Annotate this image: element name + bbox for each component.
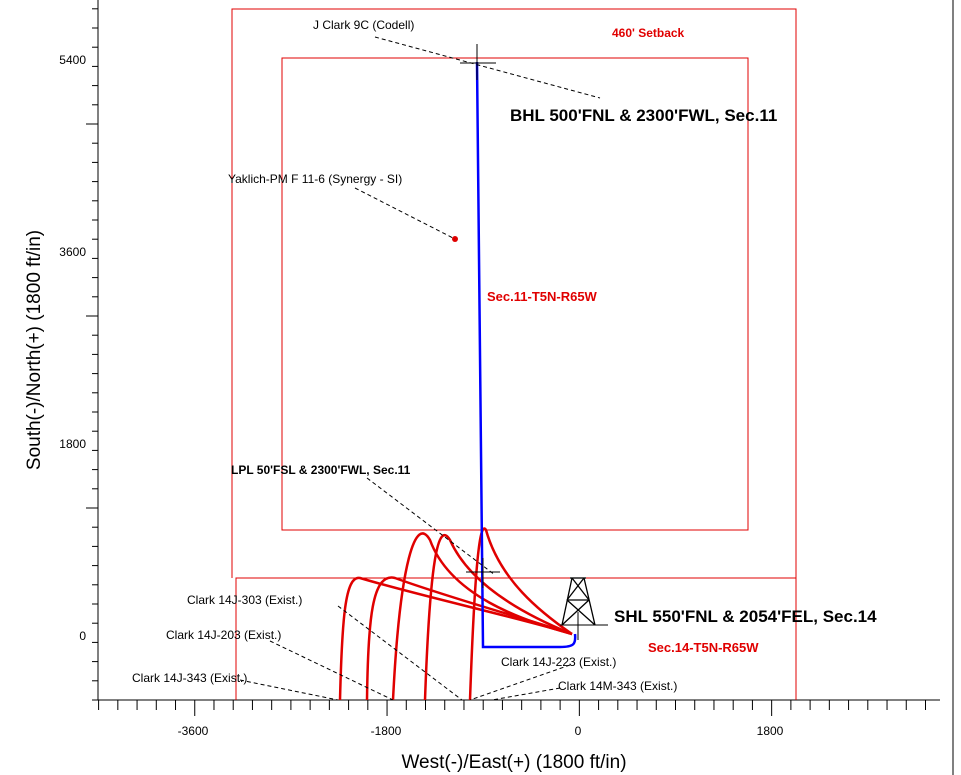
trajectory-clark-14j-343: [391, 532, 573, 701]
x-tick-label-1800: 1800: [757, 724, 784, 738]
x-tick-label-minus-3600: -3600: [178, 724, 209, 738]
clark-14j-223-label: Clark 14J-223 (Exist.): [501, 655, 616, 669]
leader-clark-14j-223: [469, 664, 571, 701]
bhl-crosshair: [460, 44, 496, 80]
y-axis-title: South(-)/North(+) (1800 ft/in): [24, 230, 45, 470]
sec14-section-boundary: [235, 577, 797, 700]
existing-well-trajectories: [338, 527, 573, 701]
label-leader-lines: [239, 36, 601, 701]
leader-clark-14j-343: [239, 679, 339, 701]
lpl-label: LPL 50'FSL & 2300'FWL, Sec.11: [231, 463, 411, 477]
clark-14j-343-label: Clark 14J-343 (Exist.): [132, 671, 247, 685]
axes: [86, 0, 940, 716]
target-well-label: J Clark 9C (Codell): [313, 18, 414, 32]
y-tick-label-1800: 1800: [59, 437, 86, 451]
y-tick-label-5400: 5400: [59, 53, 86, 67]
planned-well-trajectory: [475, 61, 577, 649]
leader-target-well: [374, 36, 601, 99]
x-axis-title: West(-)/East(+) (1800 ft/in): [401, 752, 626, 773]
lpl-crosshair: [466, 558, 500, 588]
x-tick-label-0: 0: [575, 724, 582, 738]
trajectory-clark-14j-303: [338, 576, 573, 701]
shl-crosshair: [560, 612, 608, 640]
leader-clark-14j-303: [337, 605, 463, 701]
y-axis-ticks: [86, 8, 98, 701]
leader-clark-14m-343: [491, 687, 561, 701]
trajectory-clark-14j-223: [423, 534, 573, 701]
setback-boundary-460ft: [281, 57, 749, 531]
sec14-label: Sec.14-T5N-R65W: [648, 640, 759, 655]
leader-clark-14j-203: [269, 640, 394, 701]
y-tick-label-0: 0: [79, 629, 86, 643]
drilling-rig-icon: [561, 577, 596, 626]
y-tick-label-3600: 3600: [59, 245, 86, 259]
bhl-label: BHL 500'FNL & 2300'FWL, Sec.11: [510, 106, 777, 125]
x-tick-label-minus-1800: -1800: [371, 724, 402, 738]
setback-label: 460' Setback: [612, 26, 685, 40]
x-axis-ticks: [98, 700, 926, 716]
clark-14m-343-label: Clark 14M-343 (Exist.): [558, 679, 677, 693]
clark-14j-203-label: Clark 14J-203 (Exist.): [166, 628, 281, 642]
clark-14j-303-label: Clark 14J-303 (Exist.): [187, 593, 302, 607]
sec11-label: Sec.11-T5N-R65W: [487, 289, 598, 304]
shl-label: SHL 550'FNL & 2054'FEL, Sec.14: [614, 607, 877, 626]
yaklich-well-label: Yaklich-PM F 11-6 (Synergy - SI): [228, 172, 402, 186]
leader-lpl: [366, 477, 496, 576]
leader-yaklich: [354, 187, 456, 240]
sec11-section-boundary: [231, 8, 797, 578]
trajectory-clark-14m-343: [468, 527, 573, 701]
lease-boundaries: [231, 8, 797, 700]
